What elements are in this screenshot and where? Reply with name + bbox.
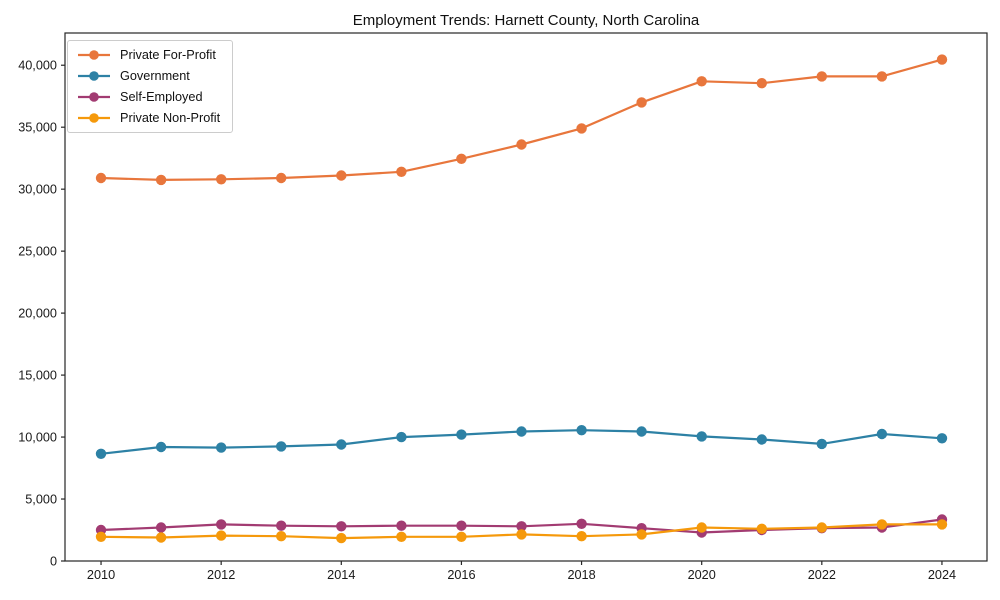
series-government — [95, 425, 948, 459]
data-point-private-non-profit-2015 — [396, 531, 407, 542]
data-point-government-2016 — [456, 429, 467, 440]
data-point-private-non-profit-2012 — [216, 530, 227, 541]
legend-item-private-non-profit: Private Non-Profit — [77, 111, 220, 125]
legend-marker-icon — [89, 92, 99, 102]
legend: Private For-Profit Government Self-Employe… — [67, 40, 234, 133]
data-point-private-for-profit-2015 — [396, 166, 407, 177]
legend-label: Government — [120, 69, 190, 83]
data-point-private-non-profit-2024 — [936, 519, 948, 530]
data-point-self-employed-2015 — [396, 520, 407, 531]
data-point-government-2010 — [95, 448, 107, 459]
data-point-private-non-profit-2018 — [576, 531, 587, 542]
y-tick-label: 25,000 — [18, 245, 57, 259]
legend-swatch-private-non-profit — [78, 113, 110, 123]
data-point-private-for-profit-2014 — [336, 170, 347, 181]
data-point-private-non-profit-2022 — [816, 522, 827, 533]
legend-item-self-employed: Self-Employed — [77, 90, 220, 104]
x-tick-label: 2024 — [928, 568, 956, 582]
y-tick-label: 5,000 — [25, 493, 57, 507]
data-point-private-for-profit-2011 — [155, 174, 167, 186]
y-tick-label: 40,000 — [18, 59, 57, 73]
chart-title: Employment Trends: Harnett County, North… — [352, 12, 700, 29]
legend-marker-icon — [89, 50, 99, 60]
data-point-private-for-profit-2019 — [636, 97, 647, 108]
data-point-government-2021 — [756, 434, 767, 445]
data-point-self-employed-2012 — [216, 519, 227, 530]
data-point-private-for-profit-2017 — [516, 139, 527, 150]
data-point-private-for-profit-2024 — [936, 54, 948, 65]
data-point-private-non-profit-2019 — [636, 529, 647, 540]
legend-label: Private Non-Profit — [120, 111, 221, 125]
data-point-private-for-profit-2016 — [456, 153, 467, 164]
data-point-government-2023 — [876, 428, 888, 440]
data-point-government-2024 — [936, 433, 948, 444]
y-tick-label: 30,000 — [18, 183, 57, 197]
data-point-government-2013 — [276, 441, 287, 452]
data-point-private-non-profit-2011 — [155, 532, 167, 543]
data-point-private-non-profit-2021 — [756, 523, 767, 534]
data-point-self-employed-2017 — [516, 521, 527, 532]
legend-swatch-private-for-profit — [78, 50, 110, 60]
data-point-government-2014 — [336, 439, 347, 450]
legend-item-government: Government — [77, 69, 220, 83]
data-point-private-non-profit-2014 — [336, 532, 347, 544]
legend-item-private-for-profit: Private For-Profit — [77, 48, 220, 62]
y-tick-label: 10,000 — [18, 431, 57, 445]
data-point-government-2018 — [576, 425, 587, 436]
plot-frame — [64, 32, 988, 562]
y-tick-label: 0 — [50, 555, 57, 569]
data-point-government-2011 — [155, 441, 167, 453]
data-point-private-for-profit-2020 — [696, 76, 707, 87]
data-point-private-non-profit-2023 — [876, 519, 888, 530]
data-point-private-for-profit-2022 — [816, 71, 827, 82]
series-private-for-profit — [95, 54, 948, 186]
data-point-private-for-profit-2021 — [756, 78, 767, 89]
y-tick-label: 20,000 — [18, 307, 57, 321]
data-point-private-for-profit-2023 — [876, 71, 888, 82]
legend-label: Private For-Profit — [120, 48, 216, 62]
x-tick-label: 2018 — [567, 568, 595, 582]
data-point-self-employed-2018 — [576, 518, 587, 529]
data-point-self-employed-2013 — [276, 520, 287, 531]
data-point-private-non-profit-2016 — [456, 531, 467, 542]
data-point-private-for-profit-2010 — [95, 172, 107, 184]
data-point-private-non-profit-2010 — [95, 531, 107, 542]
data-point-government-2020 — [696, 431, 707, 442]
data-point-government-2015 — [396, 431, 407, 443]
data-point-government-2012 — [216, 442, 227, 453]
data-point-private-for-profit-2018 — [576, 123, 587, 134]
x-tick-label: 2016 — [447, 568, 475, 582]
data-point-government-2017 — [516, 426, 527, 437]
data-point-self-employed-2016 — [456, 520, 467, 531]
x-tick-label: 2022 — [808, 568, 836, 582]
data-point-private-non-profit-2020 — [696, 522, 707, 533]
y-tick-label: 35,000 — [18, 121, 57, 135]
legend-swatch-self-employed — [78, 92, 110, 102]
x-tick-label: 2010 — [87, 568, 115, 582]
x-tick-label: 2020 — [688, 568, 716, 582]
legend-marker-icon — [89, 113, 99, 123]
data-point-self-employed-2011 — [155, 522, 167, 533]
data-point-government-2022 — [816, 438, 827, 450]
x-tick-label: 2014 — [327, 568, 355, 582]
data-point-government-2019 — [636, 426, 647, 437]
data-point-private-for-profit-2012 — [216, 174, 227, 185]
legend-label: Self-Employed — [120, 90, 203, 104]
legend-swatch-government — [78, 71, 110, 81]
legend-marker-icon — [89, 71, 99, 81]
data-point-private-non-profit-2017 — [516, 529, 527, 540]
x-tick-label: 2012 — [207, 568, 235, 582]
series-private-non-profit — [95, 519, 948, 544]
data-point-self-employed-2014 — [336, 521, 347, 532]
data-point-private-non-profit-2013 — [276, 531, 287, 542]
y-tick-label: 15,000 — [18, 369, 57, 383]
data-point-private-for-profit-2013 — [276, 172, 287, 184]
